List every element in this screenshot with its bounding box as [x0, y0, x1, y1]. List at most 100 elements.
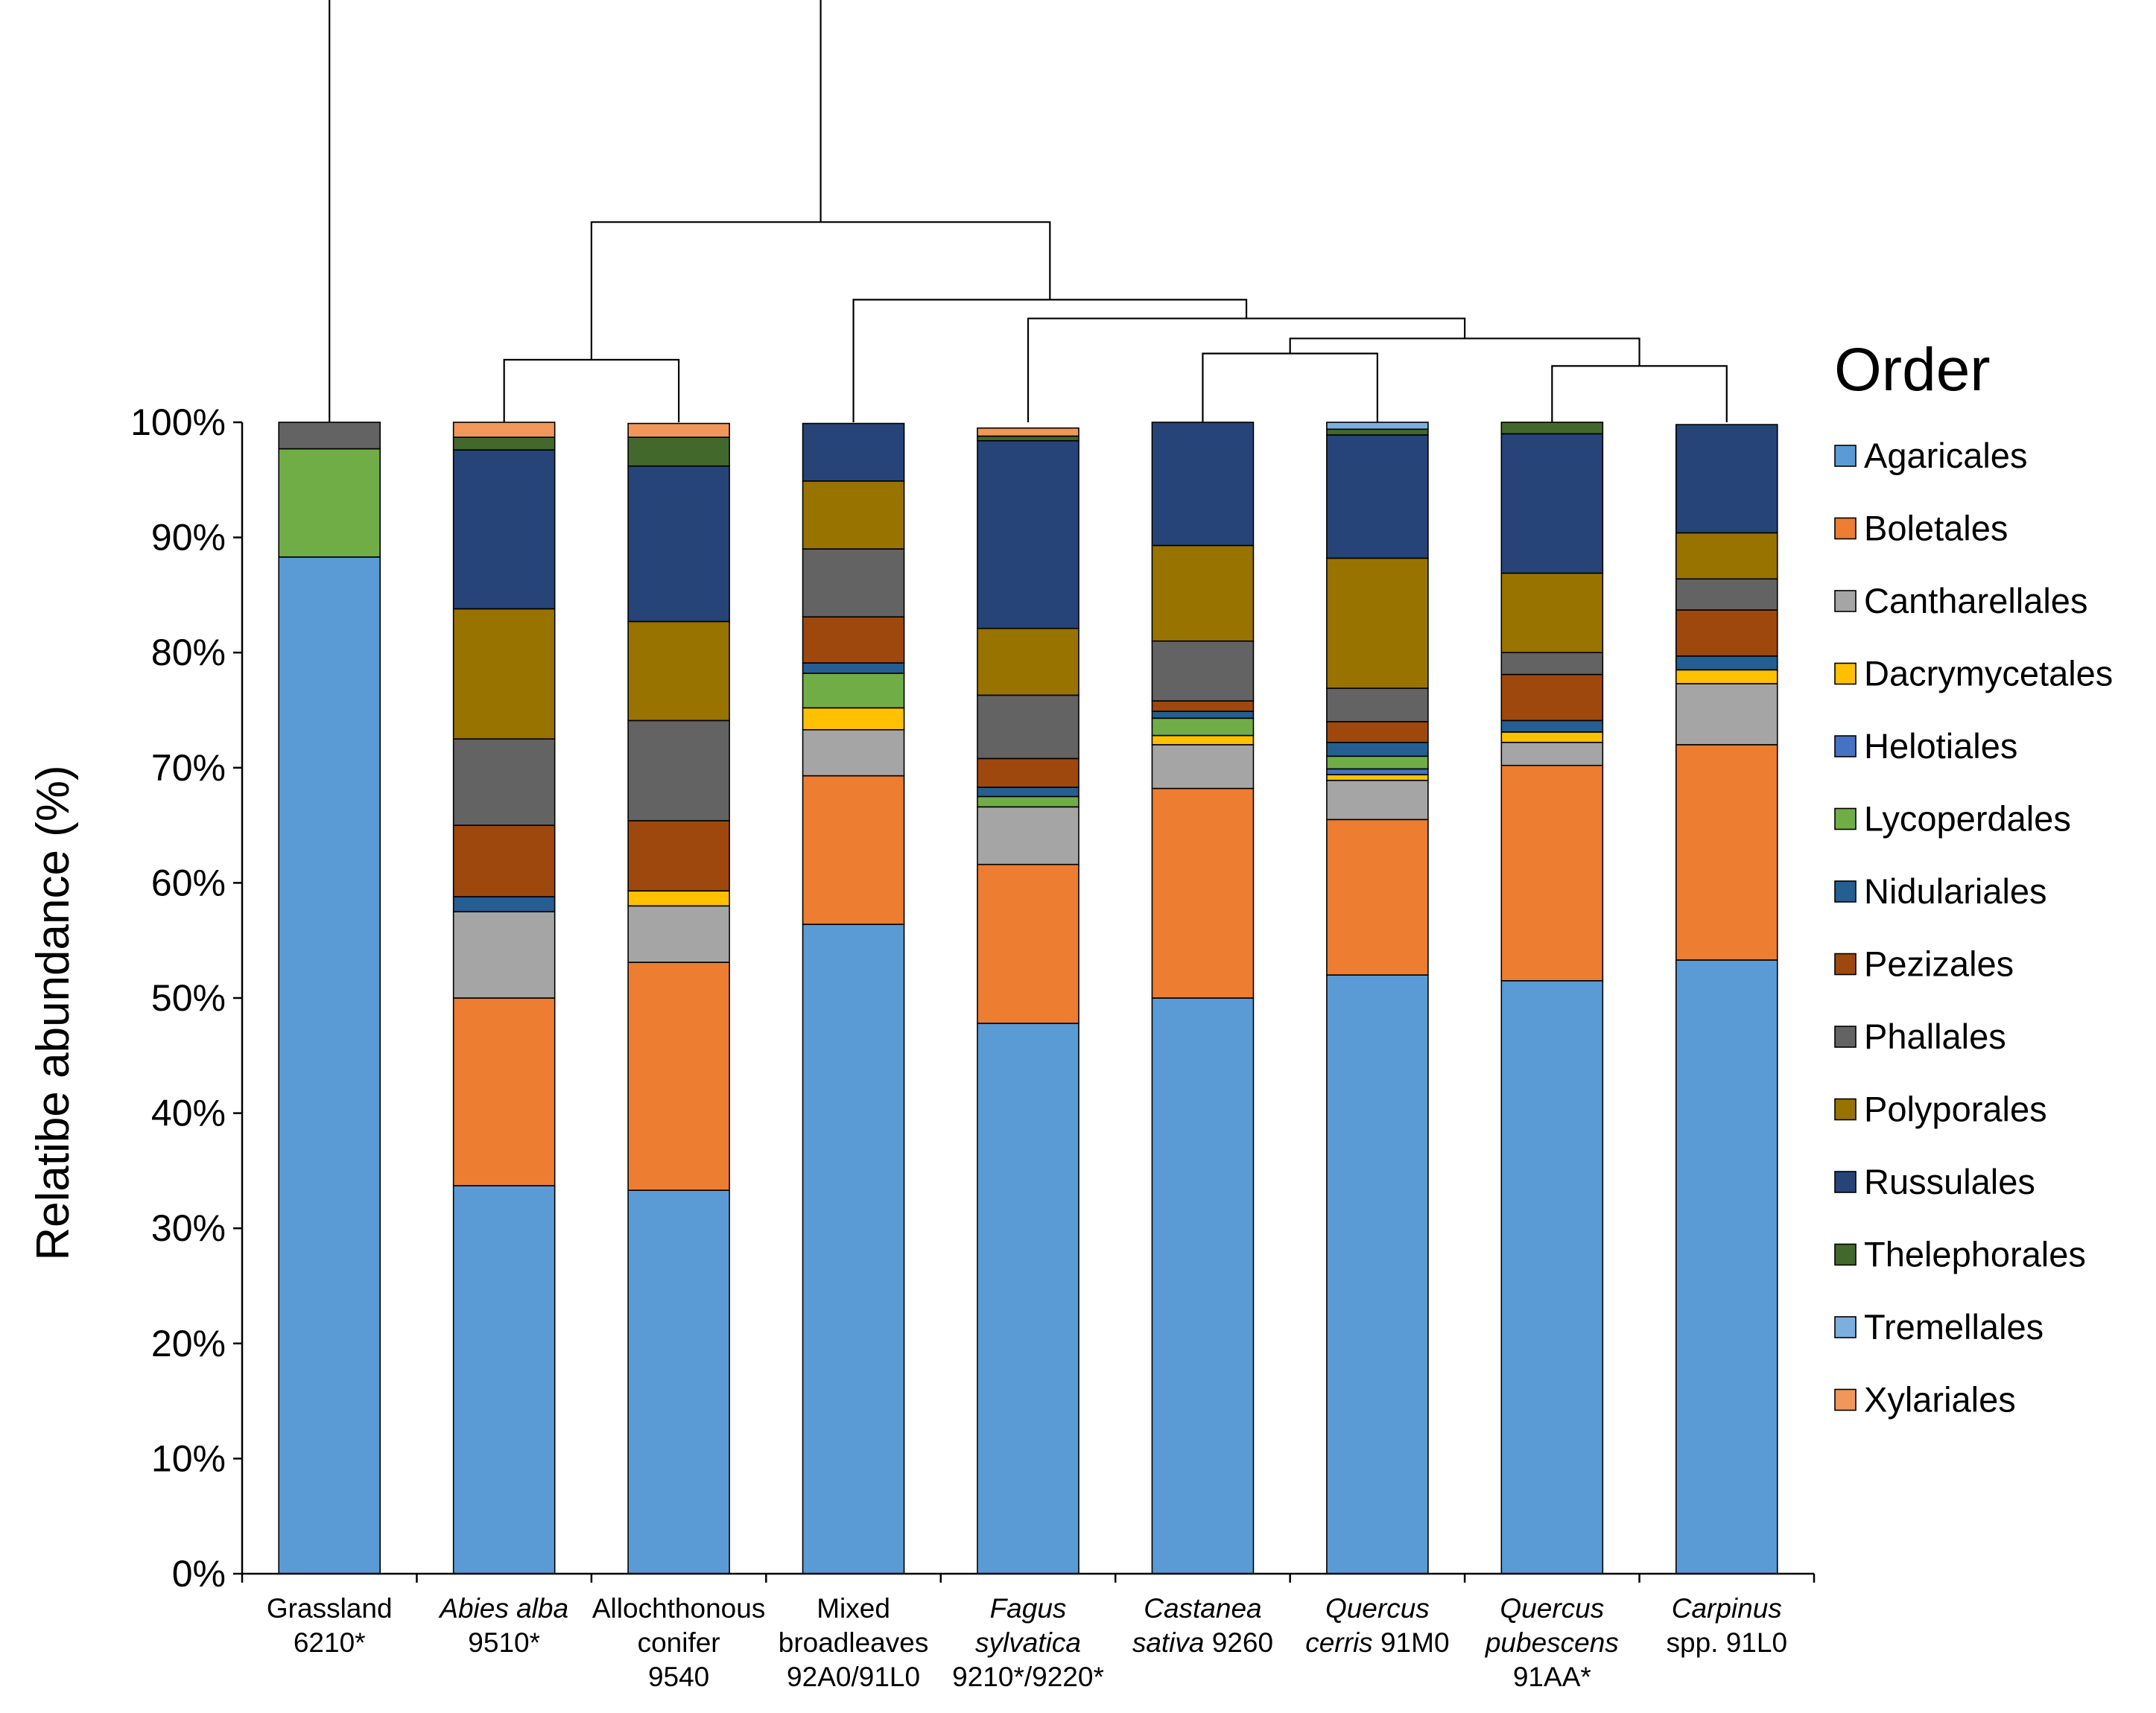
bar-segment-thelephorales-4 — [977, 435, 1079, 442]
legend-label-nidulariales: Nidulariales — [1864, 871, 2047, 911]
dendrogram-branch-m8 — [329, 0, 822, 422]
y-tick-label: 40% — [151, 1093, 226, 1134]
bar-segment-russulales-2 — [627, 465, 730, 623]
legend-label-lycoperdales: Lycoperdales — [1864, 799, 2071, 839]
x-category-label: Quercus cerris 91M0 — [1305, 1593, 1449, 1658]
bar-segment-xylariales-4 — [977, 427, 1079, 437]
legend-swatch-russulales — [1834, 1171, 1857, 1193]
legend-swatch-thelephorales — [1834, 1243, 1857, 1266]
bar-segment-phallales-1 — [452, 738, 556, 826]
bar-segment-pezizales-3 — [802, 616, 905, 664]
x-category-label: Grassland 6210* — [267, 1593, 393, 1658]
legend-swatch-xylariales — [1834, 1388, 1857, 1411]
bar-segment-agaricales-7 — [1500, 980, 1604, 1574]
bar-segment-thelephorales-2 — [627, 436, 730, 467]
bar-segment-nidulariales-8 — [1675, 655, 1778, 671]
y-tick-label: 100% — [130, 401, 226, 443]
bar-segment-helotiales-6 — [1326, 768, 1429, 775]
bar-segment-lycoperdales-5 — [1151, 717, 1255, 737]
legend: Order Agaricales Boletales Cantharellales Da… — [1834, 336, 2113, 1420]
bar-segment-polyporales-6 — [1326, 557, 1429, 689]
bar-segment-boletales-1 — [452, 997, 556, 1186]
bar-segment-nidulariales-7 — [1500, 719, 1604, 733]
x-category-label: Castanea sativa 9260 — [1132, 1593, 1273, 1658]
bar-segment-pezizales-4 — [977, 757, 1079, 788]
bar-segment-polyporales-8 — [1675, 532, 1778, 580]
bar-segment-phallales-8 — [1675, 578, 1778, 611]
bar-segment-nidulariales-1 — [452, 896, 556, 912]
bar-segment-polyporales-4 — [977, 627, 1079, 696]
bar-segment-xylariales-2 — [627, 422, 730, 438]
legend-label-tremellales: Tremellales — [1864, 1307, 2044, 1347]
dendrogram-branch-m4 — [1289, 337, 1640, 366]
bar-segment-agaricales-2 — [627, 1189, 730, 1574]
bar-segment-pezizales-2 — [627, 820, 730, 892]
bar-segment-phallales-0 — [278, 422, 381, 450]
bar-segment-russulales-8 — [1675, 424, 1778, 534]
bar-segment-pezizales-6 — [1326, 721, 1429, 743]
x-category-label: Quercus pubescens 91AA* — [1485, 1593, 1619, 1692]
bar-segment-xylariales-1 — [452, 422, 556, 438]
legend-swatch-pezizales — [1834, 953, 1857, 976]
legend-label-pezizales: Pezizales — [1864, 944, 2014, 984]
x-category-label: Abies alba 9510* — [438, 1593, 568, 1658]
legend-label-helotiales: Helotiales — [1864, 726, 2017, 766]
bar-segment-lycoperdales-4 — [977, 795, 1079, 808]
x-category-label: Mixed broadleaves 92A0/91L0 — [779, 1593, 929, 1692]
legend-swatch-cantharellales — [1834, 590, 1857, 612]
bar-segment-cantharellales-2 — [627, 905, 730, 963]
bar-segment-agaricales-3 — [802, 924, 905, 1574]
legend-label-polyporales: Polyporales — [1864, 1090, 2047, 1129]
y-tick-label: 10% — [151, 1437, 226, 1479]
bar-segment-phallales-7 — [1500, 652, 1604, 676]
legend-swatch-boletales — [1834, 517, 1857, 540]
legend-swatch-dacrymycetales — [1834, 662, 1857, 685]
bar-segment-cantharellales-6 — [1326, 780, 1429, 821]
y-tick-label: 0% — [172, 1553, 226, 1595]
bar-segment-russulales-4 — [977, 439, 1079, 629]
x-category-label: Allochthonous conifer 9540 — [592, 1593, 765, 1692]
bar-segment-phallales-3 — [802, 548, 905, 618]
bar-segment-agaricales-0 — [278, 556, 381, 1574]
bar-segment-tremellales-6 — [1326, 422, 1429, 430]
bar-segment-cantharellales-4 — [977, 806, 1079, 865]
legend-swatch-lycoperdales — [1834, 807, 1857, 830]
bar-segment-nidulariales-6 — [1326, 741, 1429, 757]
bar-segment-lycoperdales-3 — [802, 673, 905, 709]
dendrogram-branch-m7 — [590, 221, 1051, 360]
bar-segment-boletales-6 — [1326, 819, 1429, 976]
bar-segment-russulales-6 — [1326, 434, 1429, 559]
y-tick-label: 30% — [151, 1207, 226, 1249]
legend-swatch-nidulariales — [1834, 880, 1857, 903]
legend-label-cantharellales: Cantharellales — [1864, 581, 2087, 620]
dendrogram-branch-m1 — [503, 358, 680, 422]
bar-segment-boletales-4 — [977, 863, 1079, 1024]
bar-segment-agaricales-8 — [1675, 959, 1778, 1574]
legend-title: Order — [1834, 336, 1991, 404]
bar-segment-boletales-2 — [627, 962, 730, 1191]
bar-segment-dacrymycetales-3 — [802, 707, 905, 731]
dendrogram-branch-m2 — [1202, 352, 1378, 422]
bar-segment-agaricales-1 — [452, 1185, 556, 1574]
bar-segment-cantharellales-1 — [452, 911, 556, 999]
y-tick-label: 70% — [151, 747, 226, 789]
legend-label-agaricales: Agaricales — [1864, 436, 2027, 475]
legend-swatch-tremellales — [1834, 1316, 1857, 1338]
bar-segment-cantharellales-3 — [802, 728, 905, 777]
y-axis-title: Relatibe abundance (%) — [28, 765, 79, 1260]
bar-segment-dacrymycetales-7 — [1500, 731, 1604, 743]
bar-segment-phallales-2 — [627, 719, 730, 821]
bar-segment-pezizales-5 — [1151, 700, 1255, 712]
bar-segment-dacrymycetales-2 — [627, 890, 730, 907]
axes: 0% 10% 20% 30% 40% 50% 60% 70% 80% 90% 100% Grassla… — [28, 401, 1816, 1692]
bar-segment-thelephorales-1 — [452, 436, 556, 451]
legend-label-xylariales: Xylariales — [1864, 1380, 2016, 1420]
bar-segment-pezizales-1 — [452, 824, 556, 897]
bar-segment-polyporales-1 — [452, 608, 556, 740]
legend-swatch-polyporales — [1834, 1098, 1857, 1121]
bar-segment-russulales-3 — [802, 422, 905, 482]
bars — [278, 422, 1778, 1574]
legend-swatch-phallales — [1834, 1026, 1857, 1048]
legend-label-dacrymycetales: Dacrymycetales — [1864, 654, 2113, 693]
